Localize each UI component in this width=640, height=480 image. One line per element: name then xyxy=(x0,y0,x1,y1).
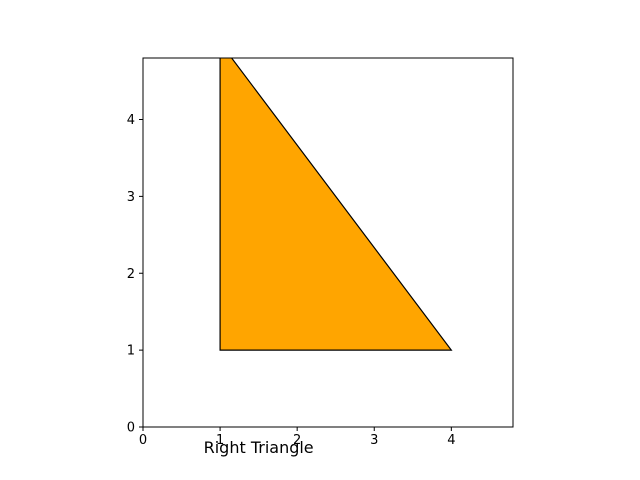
y-tick-label: 2 xyxy=(127,267,135,282)
y-axis: 0 1 2 3 4 xyxy=(127,113,143,436)
chart-caption: Right Triangle xyxy=(204,438,314,457)
x-tick-label: 1 xyxy=(216,433,224,448)
plot-area xyxy=(219,58,453,351)
axes-frame xyxy=(142,57,514,428)
x-tick-label: 3 xyxy=(370,433,378,448)
annotations: Right Triangle xyxy=(204,438,314,457)
x-tick-label: 2 xyxy=(293,433,301,448)
x-axis: 0 1 2 3 4 xyxy=(139,427,455,448)
triangle-shape xyxy=(219,58,453,351)
y-tick-label: 0 xyxy=(127,421,135,436)
y-tick-label: 1 xyxy=(127,344,135,359)
y-tick-label: 3 xyxy=(127,190,135,205)
y-tick-label: 4 xyxy=(127,113,135,128)
x-tick-label: 4 xyxy=(447,433,455,448)
x-tick-label: 0 xyxy=(139,433,147,448)
